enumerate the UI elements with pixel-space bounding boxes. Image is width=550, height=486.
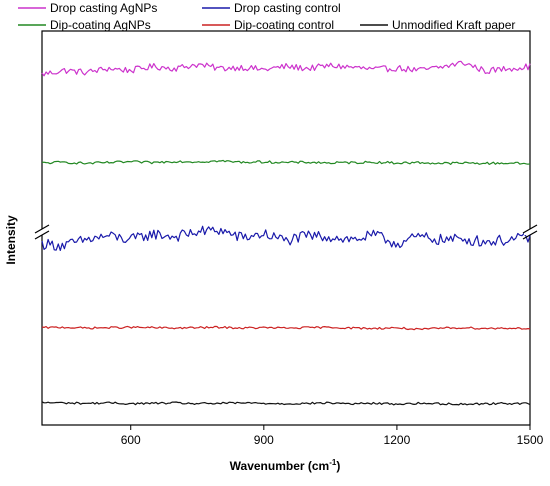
legend-label-2: Dip-coating AgNPs bbox=[50, 18, 151, 32]
axis-break-gap-1 bbox=[524, 229, 536, 235]
series-line-0 bbox=[41, 60, 531, 77]
plot-frame bbox=[41, 30, 531, 426]
legend-label-4: Unmodified Kraft paper bbox=[392, 18, 515, 32]
axis-break-mark-1-0 bbox=[522, 224, 538, 234]
x-tick-label-3: 1500 bbox=[517, 433, 544, 447]
series-layer bbox=[41, 60, 531, 406]
legend-label-0: Drop casting AgNPs bbox=[50, 1, 157, 15]
x-tick-label-0: 600 bbox=[121, 433, 141, 447]
axis-break-mark-1-1 bbox=[522, 230, 538, 240]
x-axis-label: Wavenumber (cm-1) bbox=[230, 458, 341, 473]
x-tick-label-2: 1200 bbox=[384, 433, 411, 447]
series-line-1 bbox=[41, 225, 531, 251]
x-tick-label-1: 900 bbox=[254, 433, 274, 447]
x-axis-label-tail: ) bbox=[336, 459, 340, 473]
legend-label-1: Drop casting control bbox=[234, 1, 341, 15]
axis-break-gap-0 bbox=[36, 229, 48, 235]
series-line-4 bbox=[41, 401, 531, 406]
x-axis: 600 900 1200 1500 bbox=[121, 425, 544, 447]
y-axis-break bbox=[34, 224, 538, 240]
axis-break-mark-0-1 bbox=[34, 230, 50, 240]
x-axis-label-superscript: -1 bbox=[329, 458, 337, 467]
series-line-3 bbox=[41, 325, 531, 331]
axis-break-mark-0-0 bbox=[34, 224, 50, 234]
legend-label-3: Dip-coating control bbox=[234, 18, 334, 32]
x-axis-label-main: Wavenumber (cm bbox=[230, 459, 330, 473]
y-axis-label: Intensity bbox=[4, 215, 18, 265]
series-line-2 bbox=[41, 159, 531, 165]
legend: Drop casting AgNPs Drop casting control Di… bbox=[18, 1, 515, 32]
